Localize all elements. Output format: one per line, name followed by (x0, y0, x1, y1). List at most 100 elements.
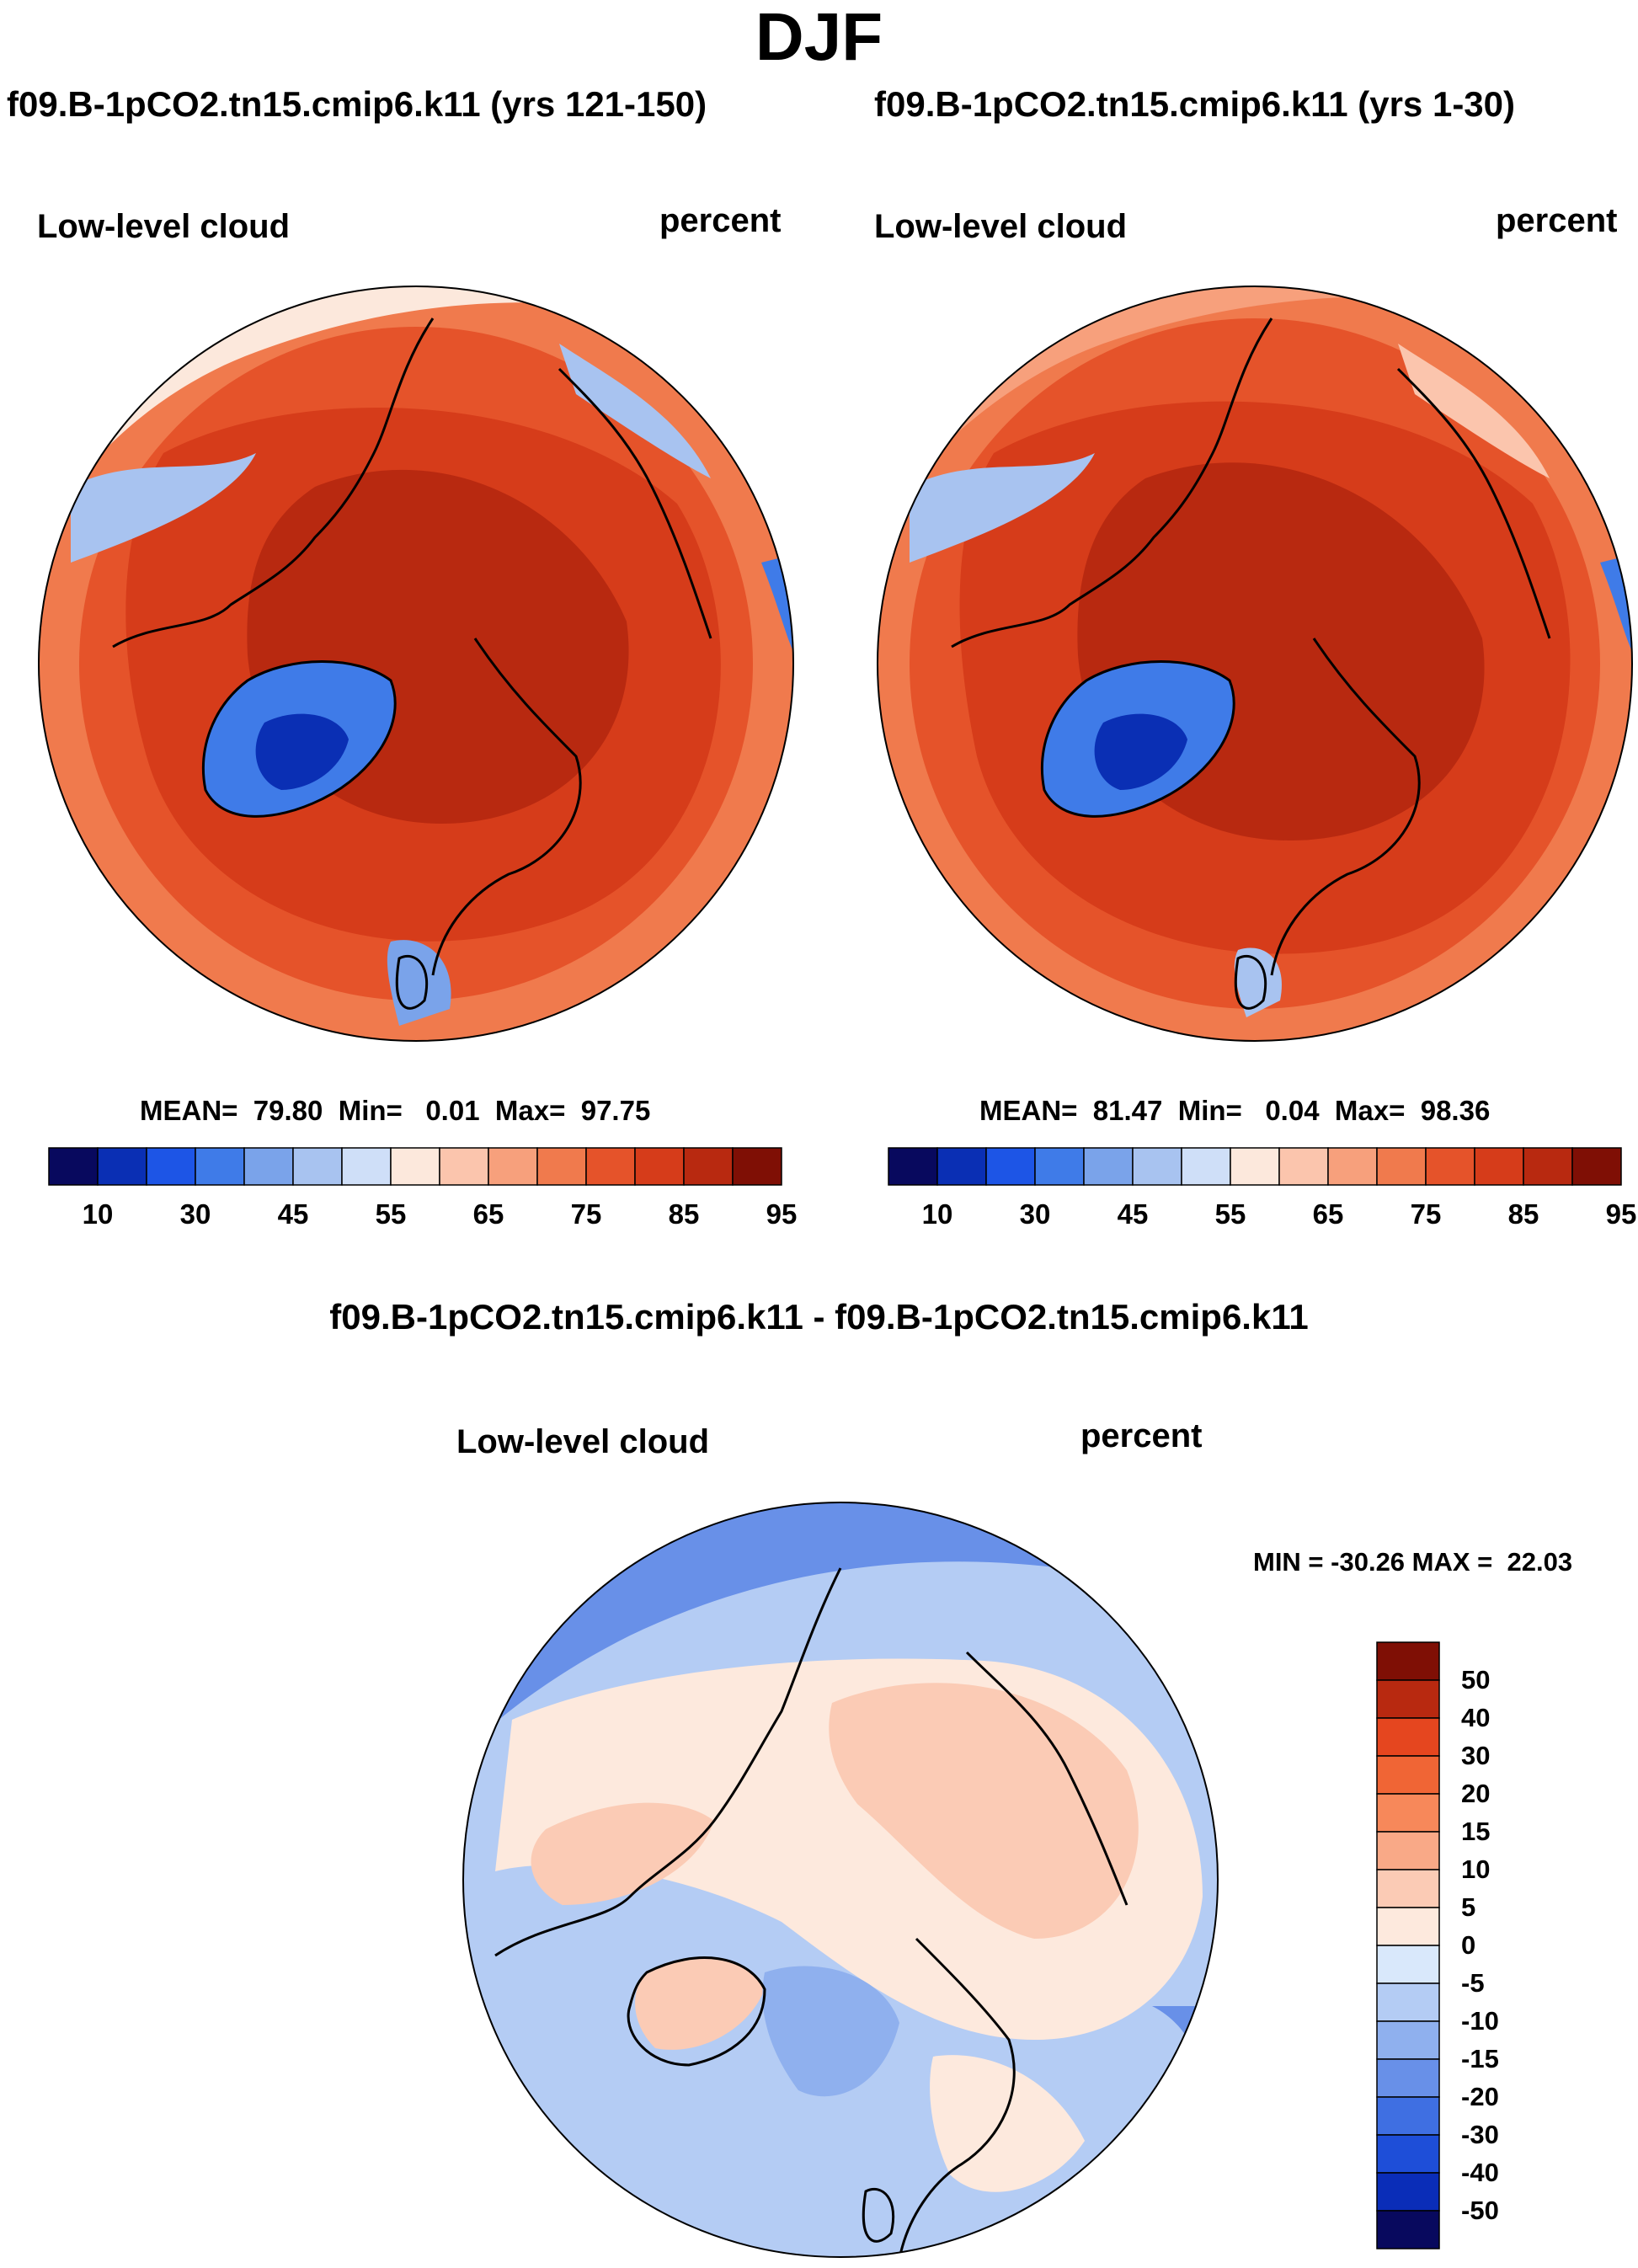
diff-coastline-america (494, 1567, 842, 1957)
left-colorbar-tick-label: 45 (277, 1198, 309, 1230)
left-colorbar-swatch (634, 1147, 685, 1186)
right-colorbar (888, 1147, 1622, 1186)
diff-colorbar-tick-label: 10 (1461, 1854, 1491, 1884)
right-map-greenland-core (1094, 713, 1187, 790)
diff-units-label: percent (1080, 1417, 1203, 1454)
left-stats: MEAN= 79.80 Min= 0.01 Max= 97.75 (140, 1095, 650, 1127)
diff-colorbar-tick-label: 50 (1461, 1665, 1491, 1694)
right-stats: MEAN= 81.47 Min= 0.04 Max= 98.36 (979, 1095, 1490, 1127)
left-colorbar-swatch (536, 1147, 587, 1186)
left-colorbar-swatch (48, 1147, 99, 1186)
left-max-value: 97.75 (580, 1095, 651, 1126)
left-colorbar-swatch (488, 1147, 538, 1186)
right-min-value: 0.04 (1265, 1095, 1320, 1126)
right-max-label: Max= (1334, 1095, 1406, 1126)
right-mean-value: 81.47 (1092, 1095, 1163, 1126)
left-colorbar-swatch (390, 1147, 440, 1186)
diff-colorbar-swatch (1376, 2172, 1440, 2212)
right-colorbar-swatch (1425, 1147, 1475, 1186)
right-coastline-eurasia (1270, 638, 1421, 976)
diff-colorbar-tick-label: 30 (1461, 1741, 1491, 1770)
diff-colorbar-tick-label: -10 (1461, 2006, 1499, 2036)
right-polar-map (877, 286, 1633, 1042)
diff-colorbar-swatch (1376, 1717, 1440, 1757)
left-colorbar-swatch (732, 1147, 782, 1186)
left-coastline-america (112, 318, 435, 648)
right-units-label: percent (1496, 202, 1618, 239)
diff-coastline-uk (862, 2188, 895, 2243)
left-coastline-siberia (558, 367, 712, 639)
right-map-pale-patch-north (1398, 344, 1550, 478)
diff-colorbar (1376, 1641, 1440, 2249)
left-max-label: Max= (494, 1095, 566, 1126)
right-colorbar-tick-label: 95 (1605, 1198, 1637, 1230)
diff-colorbar-tick-label: 0 (1461, 1930, 1476, 1960)
left-colorbar-swatch (146, 1147, 196, 1186)
right-colorbar-swatch (1376, 1147, 1427, 1186)
right-colorbar-swatch (1181, 1147, 1231, 1186)
right-colorbar-tick-label: 30 (1019, 1198, 1051, 1230)
diff-colorbar-tick-label: -20 (1461, 2082, 1499, 2111)
left-colorbar-swatch (439, 1147, 489, 1186)
diff-colorbar-swatch (1376, 1679, 1440, 1719)
diff-colorbar-swatch (1376, 1831, 1440, 1870)
left-map-blue-patch-north (559, 344, 711, 478)
right-colorbar-swatch (1278, 1147, 1329, 1186)
diff-colorbar-tick-label: 40 (1461, 1703, 1491, 1732)
left-panel-title: f09.B-1pCO2.tn15.cmip6.k11 (yrs 121-150) (7, 84, 707, 124)
diff-coastline-greenland (627, 1956, 766, 2067)
right-colorbar-swatch (1034, 1147, 1085, 1186)
diff-colorbar-swatch (1376, 2134, 1440, 2174)
right-colorbar-swatch (1523, 1147, 1573, 1186)
left-colorbar-swatch (585, 1147, 636, 1186)
left-colorbar-swatch (341, 1147, 392, 1186)
diff-colorbar-swatch (1376, 2210, 1440, 2249)
left-colorbar-tick-label: 85 (668, 1198, 700, 1230)
figure-title: DJF (755, 0, 883, 74)
diff-colorbar-swatch (1376, 2058, 1440, 2098)
left-colorbar-swatch (292, 1147, 343, 1186)
right-colorbar-swatch (936, 1147, 987, 1186)
left-coastline-eurasia (431, 638, 582, 976)
diff-colorbar-tick-label: 15 (1461, 1817, 1491, 1846)
left-polar-map (38, 286, 794, 1042)
diff-colorbar-swatch (1376, 1945, 1440, 1984)
diff-map-warm-west (531, 1802, 714, 1905)
left-colorbar-tick-label: 10 (82, 1198, 114, 1230)
right-colorbar-swatch (1230, 1147, 1280, 1186)
left-colorbar-swatch (243, 1147, 294, 1186)
right-colorbar-swatch (1083, 1147, 1134, 1186)
right-colorbar-tick-label: 55 (1214, 1198, 1246, 1230)
diff-colorbar-swatch (1376, 1869, 1440, 1908)
diff-colorbar-swatch (1376, 2096, 1440, 2136)
right-max-value: 98.36 (1420, 1095, 1491, 1126)
diff-colorbar-tick-label: 20 (1461, 1779, 1491, 1808)
right-map-uk-patch (1234, 947, 1282, 1017)
diff-colorbar-swatch (1376, 1641, 1440, 1681)
right-colorbar-swatch (1571, 1147, 1622, 1186)
right-map-border (877, 286, 1633, 1042)
diff-map-border (462, 1502, 1219, 2258)
right-coastline-america (951, 318, 1273, 648)
diff-map-warm-east (829, 1683, 1139, 1939)
left-variable-label: Low-level cloud (37, 208, 291, 245)
right-map-edge-pale (878, 286, 1632, 520)
left-coastline-uk (395, 955, 429, 1010)
left-min-value: 0.01 (425, 1095, 480, 1126)
left-mean-label: MEAN= (140, 1095, 238, 1126)
diff-map-greenland-warm (635, 1957, 765, 2050)
right-colorbar-swatch (985, 1147, 1036, 1186)
left-map-border (38, 286, 794, 1042)
left-min-label: Min= (338, 1095, 403, 1126)
diff-map-cool-svalbard (762, 1966, 899, 2097)
right-colorbar-swatch (1327, 1147, 1378, 1186)
left-colorbar-swatch (683, 1147, 734, 1186)
diff-colorbar-swatch (1376, 2020, 1440, 2060)
diff-colorbar-tick-label: -40 (1461, 2158, 1499, 2187)
diff-colorbar-tick-label: 5 (1461, 1892, 1476, 1922)
left-map-edge-pale (39, 286, 793, 537)
left-colorbar-tick-label: 75 (570, 1198, 602, 1230)
right-colorbar-swatch (1132, 1147, 1182, 1186)
left-colorbar-swatch (97, 1147, 147, 1186)
diff-colorbar-tick-label: -15 (1461, 2044, 1499, 2073)
